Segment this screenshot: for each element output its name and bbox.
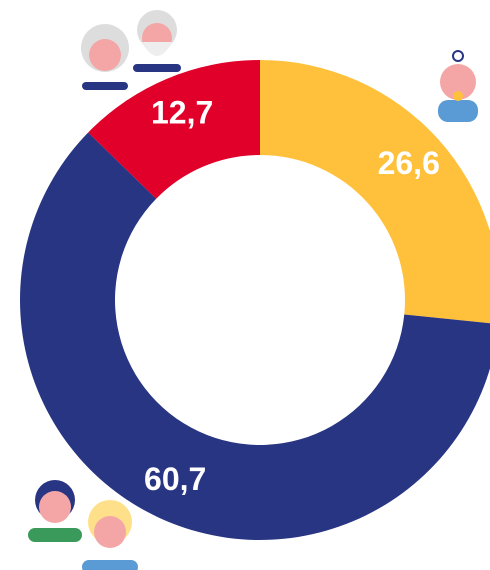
- donut-slice: [20, 132, 490, 540]
- icon-adults: [28, 480, 138, 570]
- icon-grandparents: [81, 10, 181, 90]
- value-label: 60,7: [144, 461, 206, 497]
- value-label: 12,7: [151, 95, 213, 131]
- value-label: 26,6: [378, 145, 440, 181]
- icon-baby: [438, 50, 478, 122]
- donut-slice: [88, 60, 260, 199]
- donut: [20, 60, 490, 540]
- donut-slice: [260, 60, 490, 324]
